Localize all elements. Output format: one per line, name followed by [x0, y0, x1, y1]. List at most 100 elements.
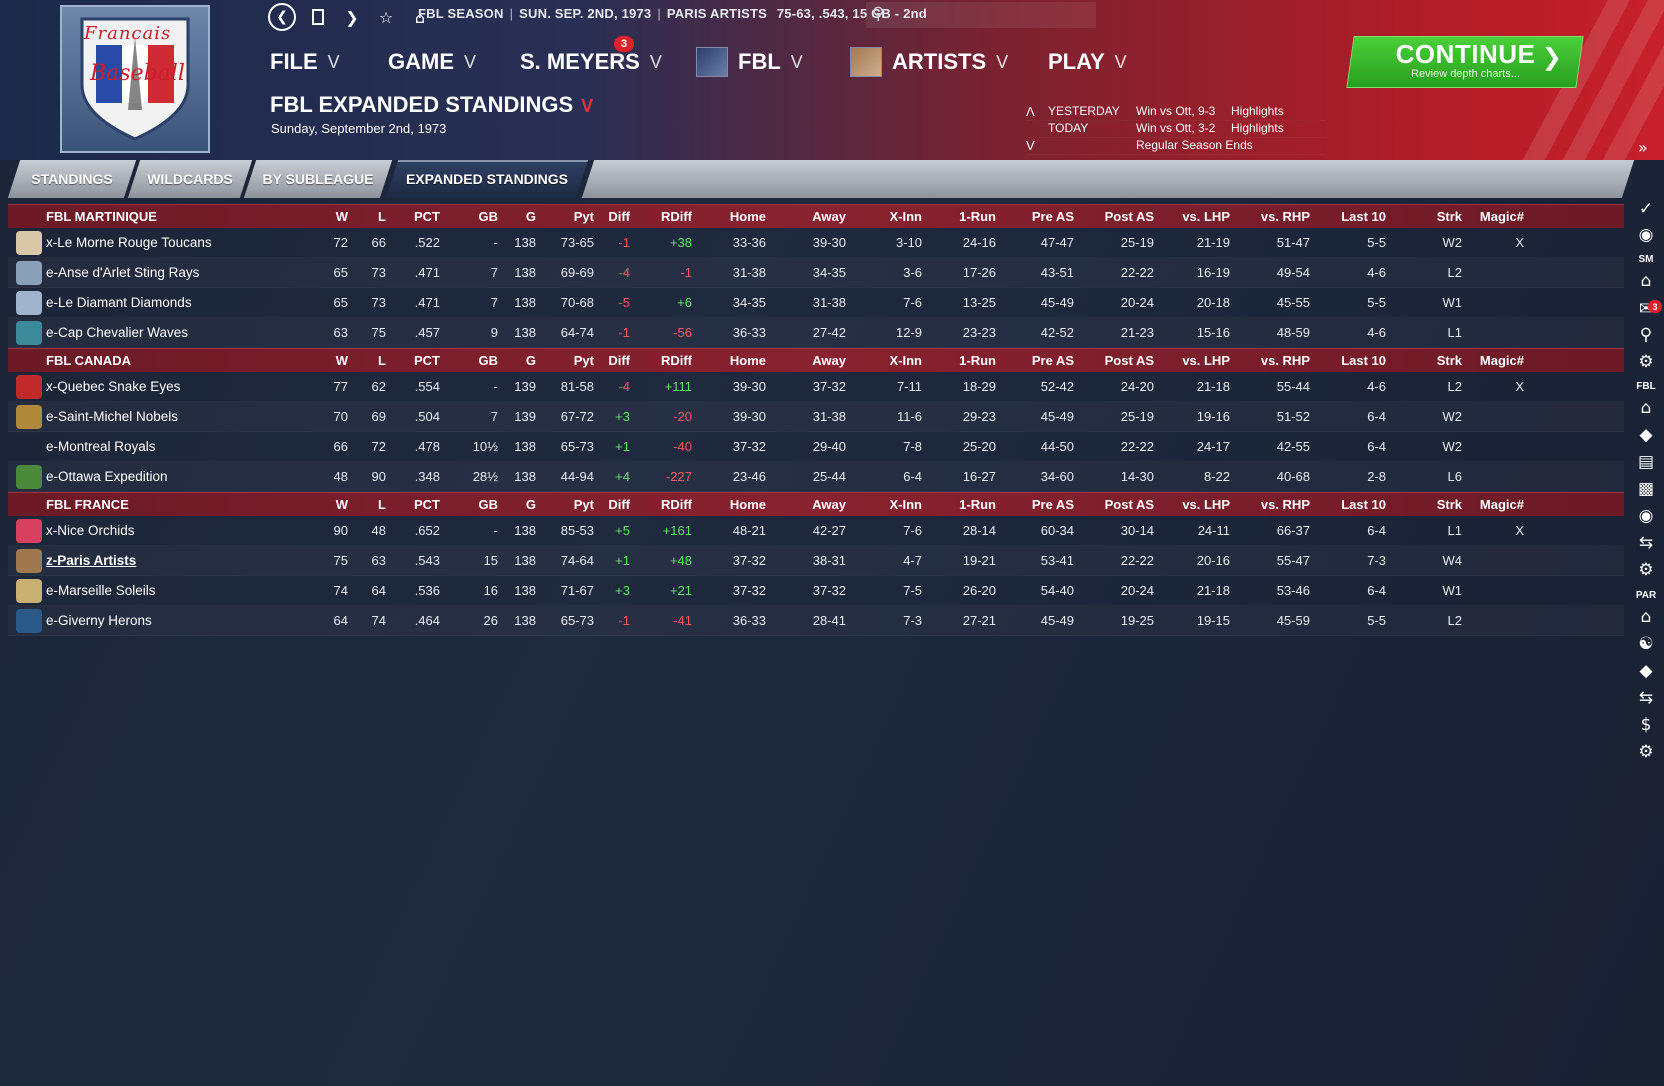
column-header[interactable]: Pyt	[573, 209, 594, 224]
baseball-icon[interactable]: ◉	[1638, 506, 1654, 526]
column-header[interactable]: RDiff	[660, 209, 692, 224]
star-icon[interactable]: ☆	[378, 7, 394, 27]
column-header[interactable]: RDiff	[660, 497, 692, 512]
table-row[interactable]: e-Giverny Herons 64 74 .464 26 138 65-73 -1 -41 3…	[8, 606, 1624, 636]
table-row[interactable]: e-Montreal Royals 66 72 .478 10½ 138 65-73 +1 -4…	[8, 432, 1624, 462]
ticker-up-icon[interactable]: Λ	[1026, 104, 1035, 119]
tab-wildcards[interactable]: WILDCARDS	[127, 160, 253, 198]
column-header[interactable]: Home	[729, 353, 766, 368]
column-header[interactable]: Last 10	[1341, 209, 1386, 224]
tab-standings[interactable]: STANDINGS	[7, 160, 137, 198]
trade-icon[interactable]: ⇆	[1638, 688, 1654, 708]
column-header[interactable]: G	[525, 353, 536, 368]
column-header[interactable]: W	[335, 209, 348, 224]
news-icon[interactable]: ▤	[1637, 452, 1655, 472]
diamond-icon[interactable]: ◆	[1639, 425, 1653, 445]
tab-expanded-standings[interactable]: EXPANDED STANDINGS	[385, 160, 589, 198]
table-row[interactable]: e-Ottawa Expedition 48 90 .348 28½ 138 44-94 +4…	[8, 462, 1624, 492]
column-header[interactable]: X-Inn	[889, 353, 923, 368]
column-header[interactable]: Post AS	[1104, 353, 1154, 368]
column-header[interactable]: G	[525, 209, 536, 224]
table-row[interactable]: e-Le Diamant Diamonds 65 73 .471 7 138 70-68 -5…	[8, 288, 1624, 318]
column-header[interactable]: Strk	[1436, 497, 1462, 512]
ticker-yesterday-highlights[interactable]: Highlights	[1231, 104, 1284, 118]
column-header[interactable]: Away	[812, 209, 846, 224]
home-icon[interactable]: ⌂	[1640, 607, 1652, 627]
table-row[interactable]: e-Anse d'Arlet Sting Rays 65 73 .471 7 138 69-…	[8, 258, 1624, 288]
table-row[interactable]: e-Saint-Michel Nobels 70 69 .504 7 139 67-72 +3…	[8, 402, 1624, 432]
table-row[interactable]: x-Le Morne Rouge Toucans 72 66 .522 - 138 73-6…	[8, 228, 1624, 258]
column-header[interactable]: GB	[478, 497, 499, 512]
column-header[interactable]: 1-Run	[959, 497, 996, 512]
column-header[interactable]: Pyt	[573, 497, 594, 512]
column-header[interactable]: W	[335, 497, 348, 512]
column-header[interactable]: Last 10	[1341, 497, 1386, 512]
continue-button[interactable]: CONTINUE Review depth charts... ❯	[1346, 36, 1584, 88]
league-logo[interactable]: Francais Baseball	[60, 5, 210, 153]
column-header[interactable]: G	[525, 497, 536, 512]
ticker-today-highlights[interactable]: Highlights	[1231, 121, 1284, 135]
column-header[interactable]: Diff	[608, 497, 630, 512]
team-name[interactable]: e-Montreal Royals	[46, 439, 156, 454]
team-name[interactable]: e-Le Diamant Diamonds	[46, 295, 192, 310]
column-header[interactable]: vs. RHP	[1260, 497, 1310, 512]
page-title[interactable]: FBL EXPANDED STANDINGS V	[270, 92, 593, 118]
bar-chart-icon[interactable]: ▩	[1637, 479, 1655, 499]
column-header[interactable]: PCT	[414, 353, 440, 368]
column-header[interactable]: vs. LHP	[1182, 353, 1230, 368]
team-name[interactable]: e-Anse d'Arlet Sting Rays	[46, 265, 200, 280]
column-header[interactable]: X-Inn	[889, 497, 923, 512]
column-header[interactable]: Magic#	[1479, 209, 1524, 224]
column-header[interactable]: GB	[478, 353, 499, 368]
column-header[interactable]: Diff	[608, 209, 630, 224]
column-header[interactable]: RDiff	[660, 353, 692, 368]
column-header[interactable]: Strk	[1436, 353, 1462, 368]
group-name[interactable]: FBL FRANCE	[46, 497, 129, 512]
column-header[interactable]: Strk	[1436, 209, 1462, 224]
team-name[interactable]: e-Ottawa Expedition	[46, 469, 168, 484]
column-header[interactable]: Last 10	[1341, 353, 1386, 368]
team-name[interactable]: e-Cap Chevalier Waves	[46, 325, 189, 340]
column-header[interactable]: L	[378, 353, 386, 368]
column-header[interactable]: Home	[729, 497, 766, 512]
diamond-icon[interactable]: ◆	[1639, 661, 1653, 681]
column-header[interactable]: Pre AS	[1031, 497, 1074, 512]
gear-icon[interactable]: ⚙	[1638, 560, 1654, 580]
bookmark-icon[interactable]	[306, 5, 330, 29]
team-name[interactable]: x-Le Morne Rouge Toucans	[46, 235, 212, 250]
menu-file[interactable]: FILE V	[270, 44, 340, 80]
column-header[interactable]: X-Inn	[889, 209, 923, 224]
menu-team[interactable]: ARTISTS V	[850, 44, 1008, 80]
column-header[interactable]: Diff	[608, 353, 630, 368]
ticker-down-icon[interactable]: V	[1026, 138, 1035, 153]
group-name[interactable]: FBL CANADA	[46, 353, 131, 368]
search-input[interactable]: ⚲	[866, 2, 1096, 28]
table-row[interactable]: e-Cap Chevalier Waves 63 75 .457 9 138 64-74 -1…	[8, 318, 1624, 348]
status-team[interactable]: PARIS ARTISTS	[666, 6, 768, 21]
table-row[interactable]: z-Paris Artists 75 63 .543 15 138 74-64 +1 +48 37…	[8, 546, 1624, 576]
gear-icon[interactable]: ⚙	[1638, 352, 1654, 372]
column-header[interactable]: PCT	[414, 497, 440, 512]
tab-by-subleague[interactable]: BY SUBLEAGUE	[243, 160, 393, 198]
column-header[interactable]: vs. LHP	[1182, 497, 1230, 512]
roster-icon[interactable]: ☯	[1638, 634, 1654, 654]
trade-icon[interactable]: ⇆	[1638, 533, 1654, 553]
dollar-icon[interactable]: $	[1640, 715, 1652, 735]
menu-game[interactable]: GAME V	[388, 44, 476, 80]
column-header[interactable]: W	[335, 353, 348, 368]
column-header[interactable]: Away	[812, 353, 846, 368]
group-name[interactable]: FBL MARTINIQUE	[46, 209, 157, 224]
column-header[interactable]: Post AS	[1104, 209, 1154, 224]
menu-league[interactable]: FBL V	[696, 44, 803, 80]
column-header[interactable]: Magic#	[1479, 497, 1524, 512]
team-name[interactable]: e-Saint-Michel Nobels	[46, 409, 179, 424]
team-name[interactable]: x-Quebec Snake Eyes	[46, 379, 181, 394]
table-row[interactable]: e-Marseille Soleils 74 64 .536 16 138 71-67 +3 +…	[8, 576, 1624, 606]
team-name[interactable]: e-Marseille Soleils	[46, 583, 156, 598]
column-header[interactable]: Magic#	[1479, 353, 1524, 368]
forward-icon[interactable]: ❯	[345, 7, 359, 27]
back-icon[interactable]: ❮	[268, 3, 296, 31]
column-header[interactable]: Pyt	[573, 353, 594, 368]
column-header[interactable]: L	[378, 209, 386, 224]
menu-play[interactable]: PLAY V	[1048, 44, 1127, 80]
